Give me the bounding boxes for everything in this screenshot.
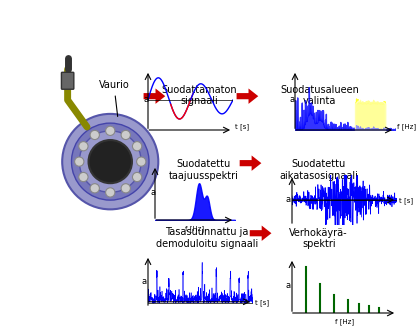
Circle shape bbox=[106, 126, 115, 136]
Text: Vaurio: Vaurio bbox=[99, 81, 129, 117]
Circle shape bbox=[121, 130, 131, 140]
Text: Suodatettu
taajuusspektri: Suodatettu taajuusspektri bbox=[168, 159, 238, 181]
Text: t [s]: t [s] bbox=[399, 197, 413, 204]
Circle shape bbox=[88, 140, 132, 183]
Text: Verhokäyrä-
spektri: Verhokäyrä- spektri bbox=[289, 228, 348, 249]
Circle shape bbox=[79, 172, 88, 181]
FancyBboxPatch shape bbox=[61, 72, 74, 89]
Polygon shape bbox=[250, 225, 271, 241]
Circle shape bbox=[62, 114, 158, 209]
Text: Suodatusalueen
valinta: Suodatusalueen valinta bbox=[280, 85, 359, 106]
Circle shape bbox=[75, 157, 84, 166]
Circle shape bbox=[90, 130, 99, 140]
Text: a: a bbox=[286, 281, 291, 290]
Text: a: a bbox=[150, 188, 155, 197]
Circle shape bbox=[71, 123, 149, 200]
Text: a: a bbox=[289, 96, 294, 105]
Text: a: a bbox=[286, 195, 291, 204]
Text: Tasasuunnattu ja
demoduloitu signaali: Tasasuunnattu ja demoduloitu signaali bbox=[156, 227, 258, 249]
Text: Suodattamaton
signaali: Suodattamaton signaali bbox=[161, 85, 237, 106]
Polygon shape bbox=[143, 89, 165, 104]
Circle shape bbox=[79, 131, 141, 192]
Text: f [Hz]: f [Hz] bbox=[397, 124, 416, 131]
Circle shape bbox=[137, 157, 146, 166]
Circle shape bbox=[121, 184, 131, 193]
Polygon shape bbox=[236, 89, 258, 104]
Text: t [s]: t [s] bbox=[235, 124, 249, 131]
Text: a: a bbox=[144, 96, 149, 105]
Polygon shape bbox=[240, 156, 261, 171]
Text: t [s]: t [s] bbox=[255, 299, 269, 306]
Text: f [Hz]: f [Hz] bbox=[335, 318, 354, 325]
Text: a: a bbox=[142, 276, 147, 285]
Text: f [Hz]: f [Hz] bbox=[186, 225, 205, 232]
Circle shape bbox=[79, 142, 88, 151]
Circle shape bbox=[90, 184, 99, 193]
Circle shape bbox=[106, 188, 115, 197]
Circle shape bbox=[133, 172, 142, 181]
Text: Suodatettu
aikatasosignaali: Suodatettu aikatasosignaali bbox=[279, 159, 358, 181]
Circle shape bbox=[133, 142, 142, 151]
